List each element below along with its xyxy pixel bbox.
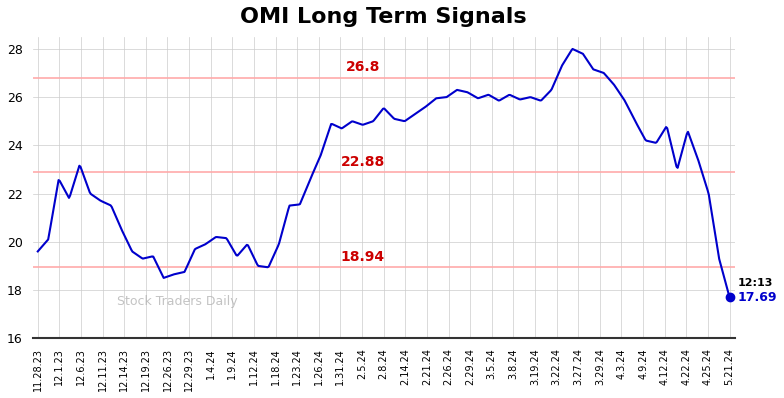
Text: 17.69: 17.69	[738, 291, 778, 304]
Text: 22.88: 22.88	[341, 155, 385, 169]
Text: 26.8: 26.8	[346, 60, 380, 74]
Title: OMI Long Term Signals: OMI Long Term Signals	[241, 7, 527, 27]
Text: 12:13: 12:13	[738, 278, 773, 288]
Text: Stock Traders Daily: Stock Traders Daily	[117, 295, 238, 308]
Text: 18.94: 18.94	[341, 250, 385, 264]
